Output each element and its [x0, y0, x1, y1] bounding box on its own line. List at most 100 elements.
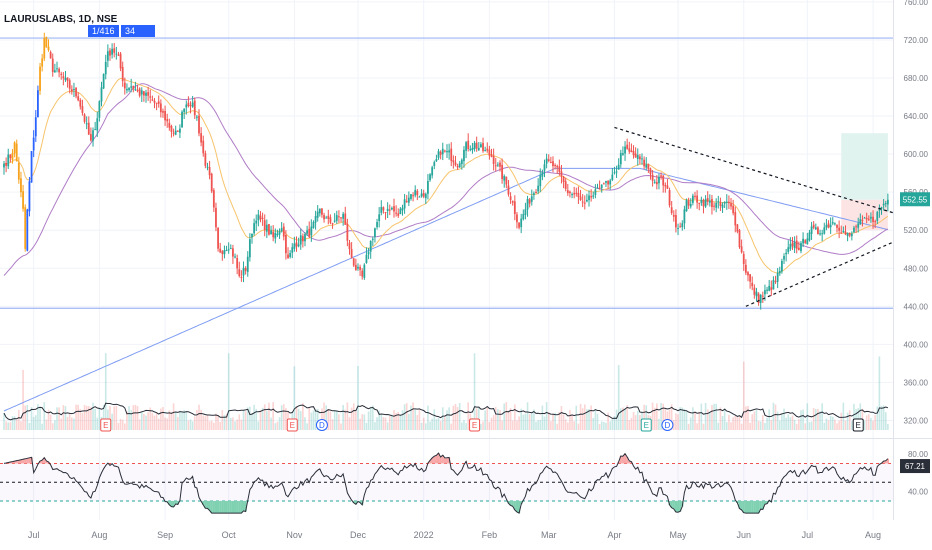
- candle-body: [628, 148, 631, 152]
- candle-body: [441, 148, 444, 155]
- volume-bar: [554, 412, 556, 430]
- volume-bar: [452, 405, 455, 430]
- volume-bar: [143, 413, 145, 430]
- candle-body: [679, 226, 682, 228]
- candle-body: [662, 175, 665, 186]
- volume-bar: [808, 422, 811, 430]
- volume-bar: [590, 405, 592, 430]
- volume-bar: [395, 412, 397, 430]
- candle-body: [785, 252, 788, 255]
- candle-body: [130, 86, 133, 88]
- candle-body: [808, 232, 811, 241]
- volume-bar: [804, 423, 807, 430]
- candle-body: [142, 91, 145, 96]
- candle-body: [170, 125, 173, 132]
- volume-bar: [410, 405, 412, 430]
- candle-body: [859, 219, 862, 225]
- candle-body: [121, 66, 124, 82]
- candle-body: [329, 217, 332, 223]
- candle-body: [696, 195, 699, 203]
- candle-body: [730, 203, 732, 207]
- volume-bar: [609, 421, 612, 430]
- volume-bar: [242, 410, 245, 430]
- volume-bar: [136, 406, 139, 430]
- volume-bar: [615, 409, 618, 430]
- candle-body: [39, 66, 41, 91]
- volume-bar: [149, 407, 152, 430]
- volume-bar: [310, 412, 313, 430]
- candle-body: [600, 184, 603, 189]
- axes: 760.00720.00680.00640.00600.00560.00520.…: [28, 0, 930, 540]
- horizontal-levels[interactable]: [0, 37, 893, 309]
- candle-body: [539, 175, 542, 187]
- price-tick-label: 440.00: [904, 302, 929, 311]
- trendlines[interactable]: [614, 126, 895, 307]
- candle-body: [747, 272, 749, 276]
- volume-bar: [338, 414, 340, 430]
- candle-body: [562, 176, 565, 182]
- volume-bar: [643, 404, 645, 430]
- volume-bar: [90, 407, 92, 430]
- volume-bar: [270, 417, 272, 430]
- drawing-tag-left: 1/416: [88, 25, 119, 37]
- time-tick-label: 2022: [414, 530, 434, 540]
- candle-body: [494, 165, 497, 167]
- volume-bar: [766, 417, 768, 430]
- candle-body: [590, 196, 593, 198]
- candle-body: [208, 167, 211, 176]
- candle-body: [62, 76, 65, 79]
- candle-body: [496, 164, 499, 166]
- candle-body: [297, 244, 300, 247]
- volume-bar: [774, 404, 777, 430]
- volume-bar: [507, 410, 510, 430]
- volume-bar: [494, 407, 497, 430]
- time-tick-label: Mar: [541, 530, 557, 540]
- price-tick-label: 480.00: [904, 264, 929, 273]
- candle-body: [51, 58, 54, 73]
- volume-bar: [414, 409, 417, 430]
- candle-body: [60, 73, 63, 75]
- candle-body: [797, 247, 800, 250]
- candle-body: [443, 150, 446, 152]
- volume-bar: [865, 415, 868, 430]
- volume-bar: [299, 411, 302, 430]
- volume-bar: [503, 403, 506, 430]
- candle-body: [393, 206, 395, 212]
- candle-body: [185, 104, 188, 108]
- volume-bar: [662, 403, 665, 430]
- volume-bar: [34, 415, 37, 430]
- candle-body: [732, 205, 735, 214]
- candle-body: [556, 165, 559, 168]
- volume-bar: [772, 402, 775, 430]
- candle-body: [817, 227, 819, 235]
- candle-body: [28, 181, 31, 212]
- volume-bar: [119, 418, 122, 430]
- volume-bar: [179, 410, 181, 430]
- volume-bar: [465, 423, 467, 430]
- volume-bar: [573, 421, 575, 430]
- event-marker-shape: [640, 418, 652, 432]
- rsi-tick-label: 40.00: [908, 488, 929, 497]
- candle-body: [579, 196, 582, 200]
- candle-body: [134, 89, 137, 91]
- volume-bar: [825, 418, 828, 430]
- candle-body: [427, 181, 429, 194]
- volume-bar: [9, 422, 12, 430]
- volume-bar: [550, 421, 552, 430]
- candle-body: [384, 212, 387, 214]
- volume-bar: [236, 419, 238, 430]
- candle-body: [594, 189, 597, 195]
- candle-body: [585, 199, 588, 202]
- candle-body: [588, 195, 590, 201]
- volume-bar: [725, 422, 728, 430]
- candle-body: [626, 144, 629, 149]
- volume-bar: [545, 402, 548, 430]
- volume-bar: [157, 418, 160, 430]
- volume-bar: [369, 406, 372, 430]
- candle-body: [246, 256, 249, 272]
- candle-body: [456, 166, 459, 168]
- candle-body: [744, 264, 747, 273]
- candle-body: [359, 266, 361, 270]
- volume-bar: [571, 414, 573, 430]
